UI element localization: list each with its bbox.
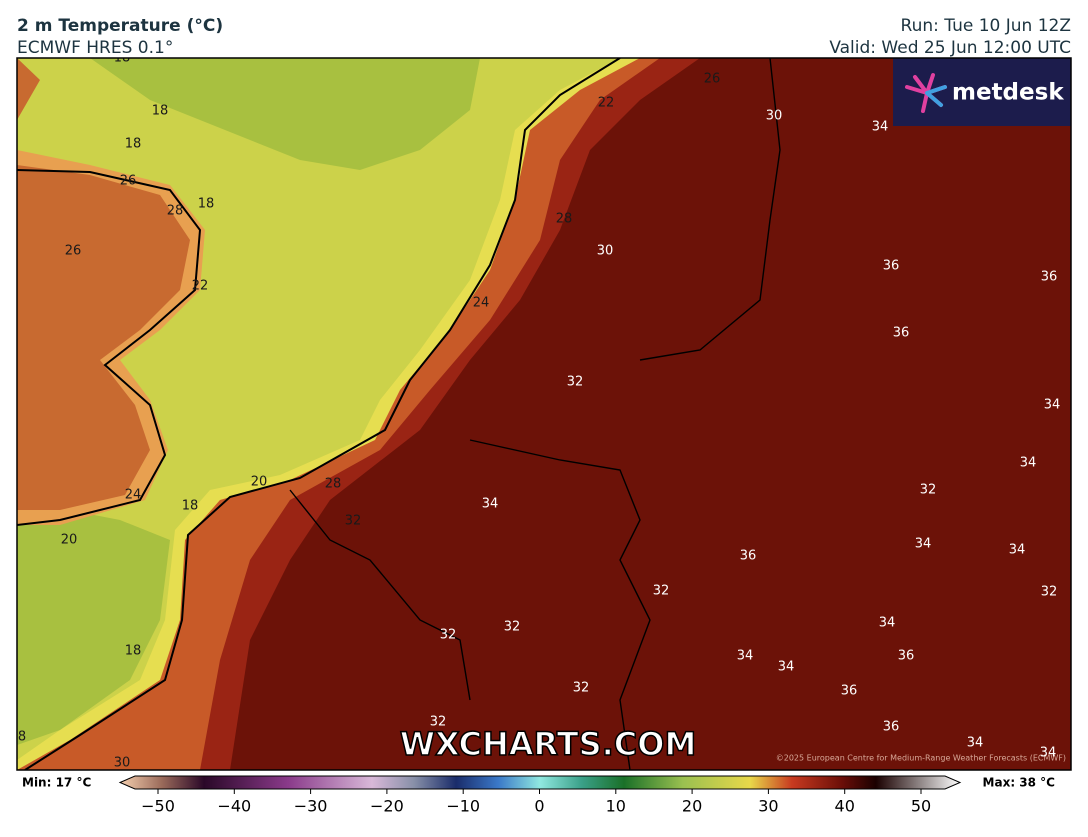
- contour-label: 18: [182, 499, 199, 514]
- map-frame: [16, 57, 1072, 771]
- coastline: [17, 58, 621, 770]
- contour-label: 32: [567, 375, 584, 390]
- contour-label: 18: [125, 644, 142, 659]
- england-fill: [17, 165, 190, 510]
- contour-label: 30: [114, 756, 131, 771]
- contour-labels: 18 18 18 26 28 18 26 22 22 26 30 34 28 30 36 36 24 36 32 34…: [18, 51, 1061, 771]
- logo-icon: [905, 73, 947, 113]
- colorbar-tick-label: −10: [446, 797, 480, 816]
- contour-label: 36: [898, 649, 915, 664]
- sea-cool-south: [17, 500, 170, 745]
- contour-label: 18: [152, 104, 169, 119]
- contour-label: 22: [192, 279, 209, 294]
- contour-label: 34: [1009, 543, 1026, 558]
- colorbar: Min: 17 °C Max: 38 °C −50 −40 −30 −20 −10 0 10…: [22, 775, 1056, 816]
- contour-label: 28: [167, 204, 184, 219]
- contour-label: 26: [65, 244, 82, 259]
- contour-label: 26: [704, 72, 721, 87]
- contour-label: 32: [504, 620, 521, 635]
- contour-label: 24: [125, 488, 142, 503]
- copyright: ©2025 European Centre for Medium-Range W…: [776, 754, 1066, 763]
- contour-label: 32: [1041, 585, 1058, 600]
- colorbar-tick-label: −20: [370, 797, 404, 816]
- valid-time: Valid: Wed 25 Jun 12:00 UTC: [829, 38, 1071, 58]
- colorbar-tick-label: −30: [294, 797, 328, 816]
- watermark: WXCHARTS.COM: [400, 725, 697, 763]
- contour-label: 22: [598, 96, 615, 111]
- subtitle: ECMWF HRES 0.1°: [17, 38, 173, 58]
- england-north: [17, 58, 40, 120]
- contour-label: 32: [440, 628, 457, 643]
- contour-label: 18: [114, 51, 131, 66]
- contour-label: 34: [778, 660, 795, 675]
- contour-label: 36: [893, 326, 910, 341]
- colorbar-tick-label: 50: [911, 797, 931, 816]
- contour-label: 28: [556, 212, 573, 227]
- contour-label: 20: [251, 475, 268, 490]
- contour-label: 34: [915, 537, 932, 552]
- colorbar-tick-label: −40: [217, 797, 251, 816]
- colorbar-tick-label: 0: [534, 797, 544, 816]
- contour-label: 36: [1041, 270, 1058, 285]
- borders: [289, 58, 781, 770]
- contour-label: 34: [879, 616, 896, 631]
- min-label: Min: 17 °C: [22, 776, 91, 790]
- title: 2 m Temperature (°C): [17, 16, 223, 36]
- contour-label: 28: [325, 477, 342, 492]
- contour-label: 36: [883, 720, 900, 735]
- contour-label: 30: [597, 244, 614, 259]
- colorbar-tick-label: −50: [141, 797, 175, 816]
- contour-label: 18: [198, 197, 215, 212]
- contour-label: 8: [18, 730, 26, 745]
- contour-label: 24: [473, 296, 490, 311]
- contour-label: 20: [61, 533, 78, 548]
- max-label: Max: 38 °C: [983, 776, 1056, 790]
- contour-label: 34: [1040, 746, 1057, 761]
- contour-label: 36: [740, 549, 757, 564]
- contour-label: 30: [766, 109, 783, 124]
- contour-label: 34: [1044, 398, 1061, 413]
- colorbar-tick-label: 30: [758, 797, 778, 816]
- contour-label: 18: [125, 137, 142, 152]
- colorbar-bar: [118, 775, 962, 790]
- contour-label: 34: [967, 736, 984, 751]
- contour-label: 34: [737, 649, 754, 664]
- map: metdesk WXCHARTS.COM ©2025 European Cent…: [17, 51, 1071, 771]
- contour-label: 36: [841, 684, 858, 699]
- sea-cool: [90, 58, 480, 170]
- contour-label: 34: [872, 120, 889, 135]
- run-time: Run: Tue 10 Jun 12Z: [901, 16, 1071, 36]
- contour-label: 34: [1020, 456, 1037, 471]
- contour-label: 32: [653, 584, 670, 599]
- logo-text: metdesk: [952, 80, 1064, 106]
- contour-label: 36: [883, 259, 900, 274]
- contour-label: 32: [920, 483, 937, 498]
- colorbar-tick-label: 40: [835, 797, 855, 816]
- colorbar-tick-label: 10: [606, 797, 626, 816]
- colorbar-tick-label: 20: [682, 797, 702, 816]
- contour-label: 26: [120, 174, 137, 189]
- contour-label: 32: [430, 715, 447, 730]
- contour-label: 34: [482, 497, 499, 512]
- contour-label: 32: [345, 514, 362, 529]
- contour-label: 32: [573, 681, 590, 696]
